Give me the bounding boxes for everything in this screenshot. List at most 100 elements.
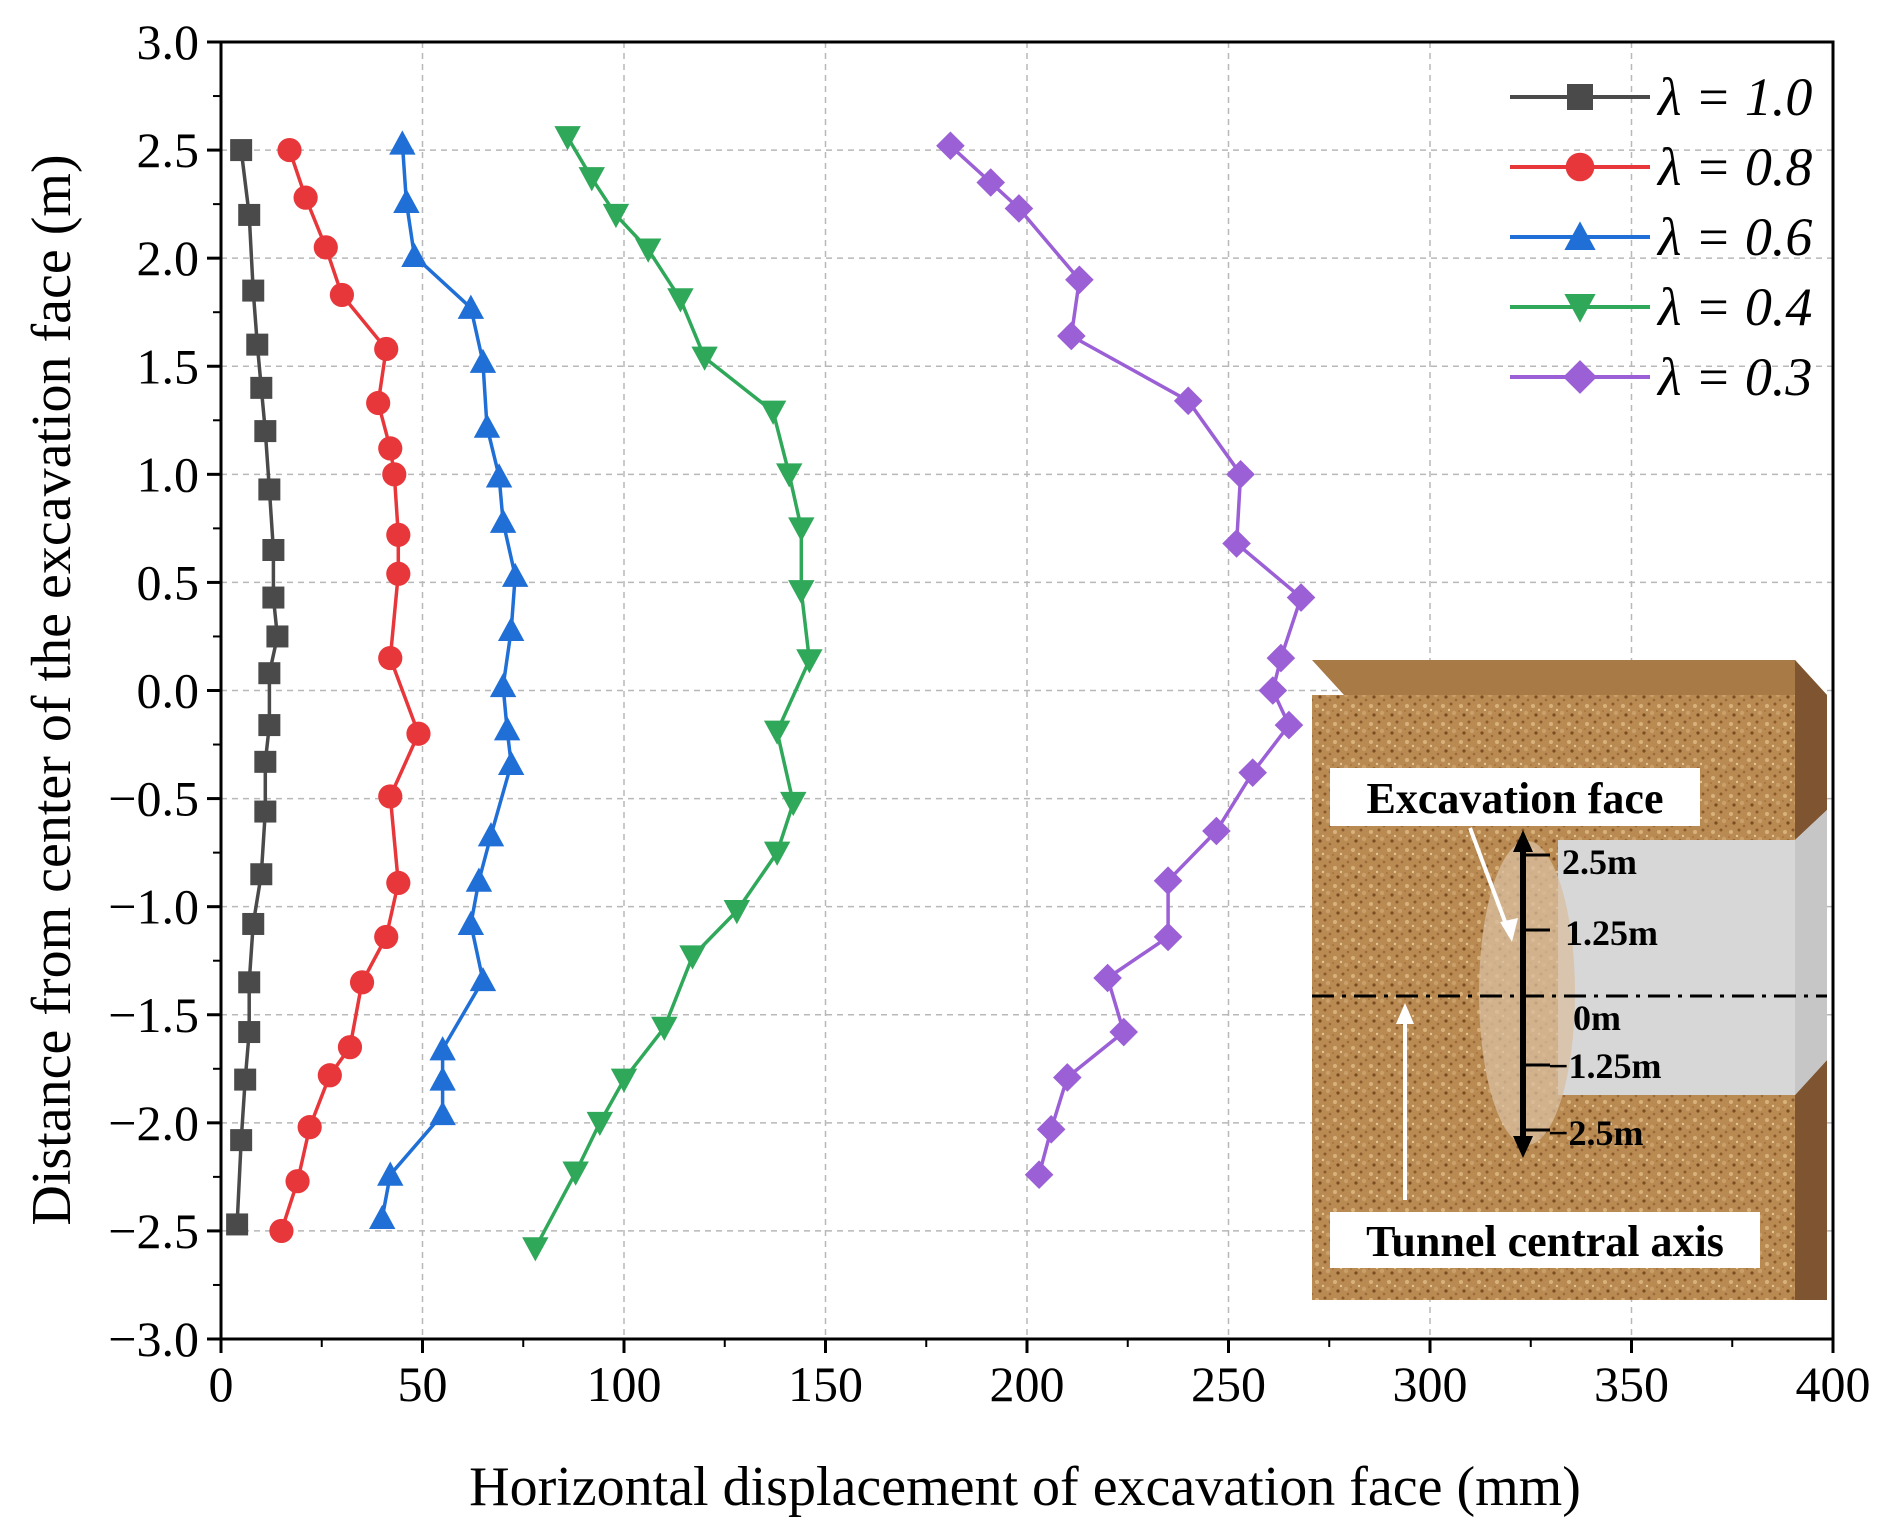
legend-label: λ = 1.0 bbox=[1656, 67, 1812, 127]
scale-label-m2-5: −2.5m bbox=[1548, 1113, 1644, 1153]
data-point bbox=[489, 508, 517, 533]
data-point bbox=[489, 672, 517, 698]
series-3 bbox=[522, 126, 823, 1262]
data-point bbox=[250, 863, 273, 886]
y-tick-label: 1.0 bbox=[137, 446, 200, 502]
series-line bbox=[533, 136, 812, 1250]
tunnel-axis-pointer-head bbox=[1396, 1003, 1414, 1024]
arrow-head-up bbox=[1513, 830, 1533, 852]
data-point bbox=[238, 1021, 261, 1044]
series-4 bbox=[936, 131, 1316, 1190]
data-point bbox=[374, 924, 399, 950]
data-point bbox=[1065, 265, 1094, 295]
data-point bbox=[238, 971, 261, 994]
data-point bbox=[366, 390, 391, 416]
x-tick-label: 150 bbox=[788, 1356, 863, 1412]
data-point bbox=[349, 970, 375, 995]
data-point bbox=[667, 288, 694, 313]
data-point bbox=[1153, 922, 1183, 952]
x-tick-label: 0 bbox=[209, 1356, 234, 1412]
data-point bbox=[1222, 529, 1251, 558]
data-point bbox=[262, 586, 285, 609]
data-point bbox=[1093, 963, 1122, 993]
data-point bbox=[1202, 816, 1231, 846]
data-point bbox=[1286, 583, 1316, 612]
data-point bbox=[469, 348, 497, 373]
data-point bbox=[254, 420, 277, 443]
data-point bbox=[406, 721, 431, 746]
data-point bbox=[1258, 676, 1288, 705]
x-tick-label: 100 bbox=[587, 1356, 662, 1412]
data-point bbox=[651, 1016, 678, 1041]
series-0 bbox=[226, 139, 289, 1236]
legend-marker bbox=[1564, 221, 1596, 250]
data-point bbox=[522, 1237, 549, 1262]
x-tick-label: 300 bbox=[1393, 1356, 1468, 1412]
data-point bbox=[378, 436, 403, 461]
inset-tunnel-illustration: Excavation face 2.5m 1.25m 0m −1.25m −2.… bbox=[1312, 660, 1827, 1300]
x-tick-label: 350 bbox=[1594, 1356, 1669, 1412]
data-point bbox=[1057, 321, 1086, 351]
series-line bbox=[380, 143, 517, 1219]
data-point bbox=[780, 791, 807, 817]
scale-label-1-25: 1.25m bbox=[1565, 913, 1658, 953]
data-point bbox=[258, 714, 281, 737]
data-point bbox=[1266, 643, 1296, 673]
data-point bbox=[242, 279, 265, 302]
data-point bbox=[386, 870, 411, 895]
arrow-head-down bbox=[1513, 1136, 1533, 1158]
legend-marker bbox=[1563, 360, 1597, 394]
excavation-face-label: Excavation face bbox=[1367, 774, 1664, 823]
data-point bbox=[976, 168, 1006, 197]
y-tick-label: 0.0 bbox=[137, 663, 200, 719]
data-point bbox=[691, 346, 718, 371]
data-point bbox=[485, 463, 513, 488]
data-point bbox=[679, 945, 706, 970]
data-point bbox=[465, 867, 493, 892]
data-point bbox=[1109, 1017, 1139, 1047]
data-point bbox=[337, 1035, 363, 1060]
data-point bbox=[382, 462, 407, 487]
data-point bbox=[429, 1066, 456, 1091]
data-point bbox=[788, 580, 815, 605]
legend: λ = 1.0 λ = 0.8 λ = 0.6 λ = 0.4 λ = 0.3 bbox=[1510, 67, 1812, 407]
y-tick-label: −1.0 bbox=[108, 879, 199, 935]
data-point bbox=[457, 294, 485, 319]
data-point bbox=[493, 716, 521, 741]
data-point bbox=[776, 463, 803, 488]
y-tick-label: −0.5 bbox=[108, 771, 199, 827]
data-point bbox=[1004, 194, 1034, 223]
data-point bbox=[554, 126, 581, 151]
data-point bbox=[254, 800, 277, 823]
data-point bbox=[469, 966, 497, 992]
data-point bbox=[389, 130, 416, 155]
scale-label-2-5: 2.5m bbox=[1562, 842, 1637, 882]
tick-labels: 0 50 100 150 200 250 300 350 400 −3.0 −2.5 −2.0 −1.5… bbox=[108, 14, 1870, 1412]
y-tick-label: −3.0 bbox=[108, 1311, 199, 1367]
data-point bbox=[477, 822, 505, 847]
legend-label: λ = 0.4 bbox=[1656, 277, 1812, 337]
data-point bbox=[386, 522, 411, 547]
data-point bbox=[610, 1068, 638, 1093]
series-line bbox=[235, 149, 280, 1225]
data-point bbox=[258, 478, 281, 501]
data-point bbox=[796, 649, 823, 674]
inset-tunnel-interior bbox=[1795, 810, 1827, 1095]
y-tick-label: −1.5 bbox=[108, 987, 199, 1043]
inset-block-top-face bbox=[1312, 660, 1827, 695]
data-point bbox=[238, 203, 261, 226]
data-point bbox=[1226, 460, 1255, 489]
x-tick-label: 200 bbox=[990, 1356, 1065, 1412]
y-tick-label: 2.0 bbox=[137, 230, 200, 286]
y-axis-title: Distance from center of the excavation f… bbox=[21, 154, 83, 1225]
data-point bbox=[262, 538, 285, 561]
x-tick-label: 50 bbox=[398, 1356, 448, 1412]
legend-marker bbox=[1565, 152, 1595, 182]
data-point bbox=[313, 235, 338, 260]
data-point bbox=[378, 645, 403, 671]
data-point bbox=[393, 188, 420, 213]
excavation-face-pointer-head bbox=[1500, 918, 1518, 942]
data-point bbox=[226, 1213, 249, 1236]
data-point bbox=[277, 137, 302, 163]
